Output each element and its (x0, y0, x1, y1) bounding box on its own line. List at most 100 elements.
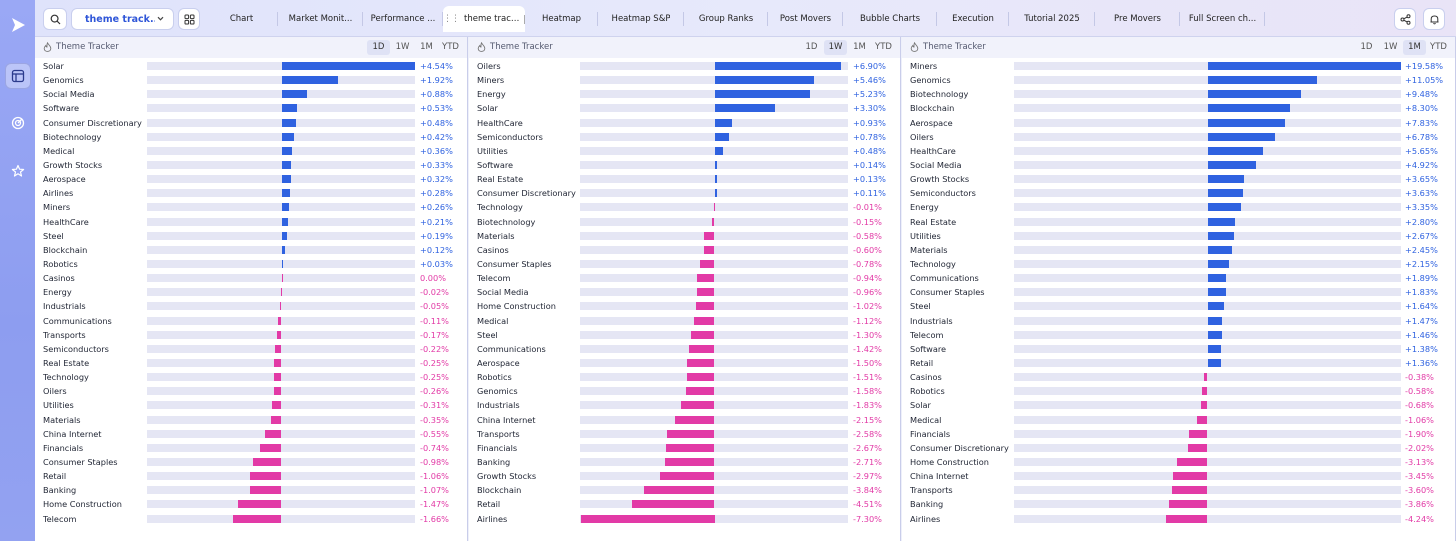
theme-row[interactable]: Medical -1.12% (469, 314, 900, 328)
tab-market-monit[interactable]: Market Monit... (278, 6, 363, 32)
theme-row[interactable]: Airlines +0.28% (35, 186, 467, 200)
theme-row[interactable]: Blockchain +8.30% (902, 101, 1455, 115)
theme-row[interactable]: Biotechnology +9.48% (902, 87, 1455, 101)
theme-row[interactable]: Oilers +6.90% (469, 59, 900, 73)
theme-row[interactable]: Software +0.14% (469, 158, 900, 172)
theme-row[interactable]: Blockchain -3.84% (469, 483, 900, 497)
theme-row[interactable]: Growth Stocks +0.33% (35, 158, 467, 172)
theme-row[interactable]: Industrials +1.47% (902, 314, 1455, 328)
theme-row[interactable]: Materials -0.58% (469, 229, 900, 243)
theme-row[interactable]: Genomics -1.58% (469, 384, 900, 398)
theme-row[interactable]: Consumer Discretionary +0.11% (469, 186, 900, 200)
theme-row[interactable]: China Internet -2.15% (469, 413, 900, 427)
theme-row[interactable]: Software +1.38% (902, 342, 1455, 356)
target-icon[interactable] (5, 110, 31, 136)
theme-row[interactable]: Energy +5.23% (469, 87, 900, 101)
theme-row[interactable]: Miners +0.26% (35, 200, 467, 214)
theme-row[interactable]: Home Construction -3.13% (902, 455, 1455, 469)
theme-row[interactable]: Solar +4.54% (35, 59, 467, 73)
period-button-1d[interactable]: 1D (1360, 42, 1373, 52)
period-button-ytd[interactable]: YTD (1430, 42, 1447, 52)
theme-row[interactable]: Casinos -0.60% (469, 243, 900, 257)
theme-row[interactable]: Financials -1.90% (902, 427, 1455, 441)
tab-theme-tracker[interactable]: ⋮⋮ theme tracker (443, 6, 525, 32)
theme-row[interactable]: Semiconductors +3.63% (902, 186, 1455, 200)
theme-row[interactable]: Home Construction -1.02% (469, 299, 900, 313)
theme-row[interactable]: Utilities -0.31% (35, 398, 467, 412)
tab-bubble-charts[interactable]: Bubble Charts (843, 6, 937, 32)
theme-row[interactable]: Social Media +0.88% (35, 87, 467, 101)
theme-row[interactable]: Oilers +6.78% (902, 130, 1455, 144)
tab-chart[interactable]: Chart (205, 6, 278, 32)
theme-row[interactable]: Steel -1.30% (469, 328, 900, 342)
theme-row[interactable]: Telecom +1.46% (902, 328, 1455, 342)
tab-heatmap-s-p[interactable]: Heatmap S&P (598, 6, 684, 32)
theme-row[interactable]: Casinos 0.00% (35, 271, 467, 285)
layout-picker-button[interactable] (178, 8, 200, 30)
period-button-1m[interactable]: 1M (420, 42, 433, 52)
theme-row[interactable]: Transports -0.17% (35, 328, 467, 342)
theme-row[interactable]: Social Media +4.92% (902, 158, 1455, 172)
theme-row[interactable]: Materials +2.45% (902, 243, 1455, 257)
theme-row[interactable]: Technology -0.01% (469, 200, 900, 214)
theme-row[interactable]: Aerospace +0.32% (35, 172, 467, 186)
theme-row[interactable]: Biotechnology -0.15% (469, 215, 900, 229)
theme-row[interactable]: Solar +3.30% (469, 101, 900, 115)
period-button-1w[interactable]: 1W (824, 40, 847, 55)
theme-row[interactable]: Consumer Staples -0.98% (35, 455, 467, 469)
period-button-1m[interactable]: 1M (853, 42, 866, 52)
tab-full-screen-ch[interactable]: Full Screen ch... (1180, 6, 1265, 32)
theme-row[interactable]: HealthCare +5.65% (902, 144, 1455, 158)
theme-row[interactable]: Robotics -0.58% (902, 384, 1455, 398)
tab-pre-movers[interactable]: Pre Movers (1095, 6, 1180, 32)
theme-row[interactable]: Robotics +0.03% (35, 257, 467, 271)
theme-row[interactable]: Technology +2.15% (902, 257, 1455, 271)
theme-row[interactable]: Growth Stocks +3.65% (902, 172, 1455, 186)
watchlist-select[interactable]: theme track... (71, 8, 174, 30)
theme-row[interactable]: Airlines -7.30% (469, 512, 900, 526)
theme-row[interactable]: Utilities +0.48% (469, 144, 900, 158)
period-button-ytd[interactable]: YTD (442, 42, 459, 52)
layout-icon[interactable] (5, 63, 31, 89)
tab-post-movers[interactable]: Post Movers (768, 6, 843, 32)
theme-row[interactable]: Retail -1.06% (35, 469, 467, 483)
theme-row[interactable]: Consumer Staples -0.78% (469, 257, 900, 271)
theme-row[interactable]: Industrials -1.83% (469, 398, 900, 412)
tab-heatmap[interactable]: Heatmap (525, 6, 598, 32)
theme-row[interactable]: Medical -1.06% (902, 413, 1455, 427)
theme-row[interactable]: Consumer Discretionary -2.02% (902, 441, 1455, 455)
theme-row[interactable]: Robotics -1.51% (469, 370, 900, 384)
period-button-1d[interactable]: 1D (367, 40, 390, 55)
theme-row[interactable]: Communications -0.11% (35, 314, 467, 328)
theme-row[interactable]: Social Media -0.96% (469, 285, 900, 299)
star-icon[interactable] (5, 158, 31, 184)
search-button[interactable] (43, 8, 67, 30)
theme-row[interactable]: Casinos -0.38% (902, 370, 1455, 384)
theme-row[interactable]: Consumer Discretionary +0.48% (35, 116, 467, 130)
theme-row[interactable]: Genomics +11.05% (902, 73, 1455, 87)
period-button-1w[interactable]: 1W (395, 42, 410, 52)
theme-row[interactable]: Transports -3.60% (902, 483, 1455, 497)
theme-row[interactable]: Semiconductors -0.22% (35, 342, 467, 356)
theme-row[interactable]: Genomics +1.92% (35, 73, 467, 87)
theme-row[interactable]: Transports -2.58% (469, 427, 900, 441)
tab-tutorial-2025[interactable]: Tutorial 2025 (1009, 6, 1095, 32)
theme-row[interactable]: HealthCare +0.21% (35, 215, 467, 229)
theme-row[interactable]: Communications +1.89% (902, 271, 1455, 285)
theme-row[interactable]: Solar -0.68% (902, 398, 1455, 412)
theme-row[interactable]: Financials -2.67% (469, 441, 900, 455)
theme-row[interactable]: Real Estate +2.80% (902, 215, 1455, 229)
tab-execution[interactable]: Execution (937, 6, 1009, 32)
theme-row[interactable]: Financials -0.74% (35, 441, 467, 455)
theme-row[interactable]: Industrials -0.05% (35, 299, 467, 313)
theme-row[interactable]: Energy -0.02% (35, 285, 467, 299)
theme-row[interactable]: China Internet -0.55% (35, 427, 467, 441)
theme-row[interactable]: Utilities +2.67% (902, 229, 1455, 243)
theme-row[interactable]: Real Estate +0.13% (469, 172, 900, 186)
notifications-button[interactable] (1423, 8, 1445, 30)
period-button-1m[interactable]: 1M (1403, 40, 1426, 55)
theme-row[interactable]: Airlines -4.24% (902, 512, 1455, 526)
theme-row[interactable]: Biotechnology +0.42% (35, 130, 467, 144)
theme-row[interactable]: Energy +3.35% (902, 200, 1455, 214)
theme-row[interactable]: Steel +0.19% (35, 229, 467, 243)
